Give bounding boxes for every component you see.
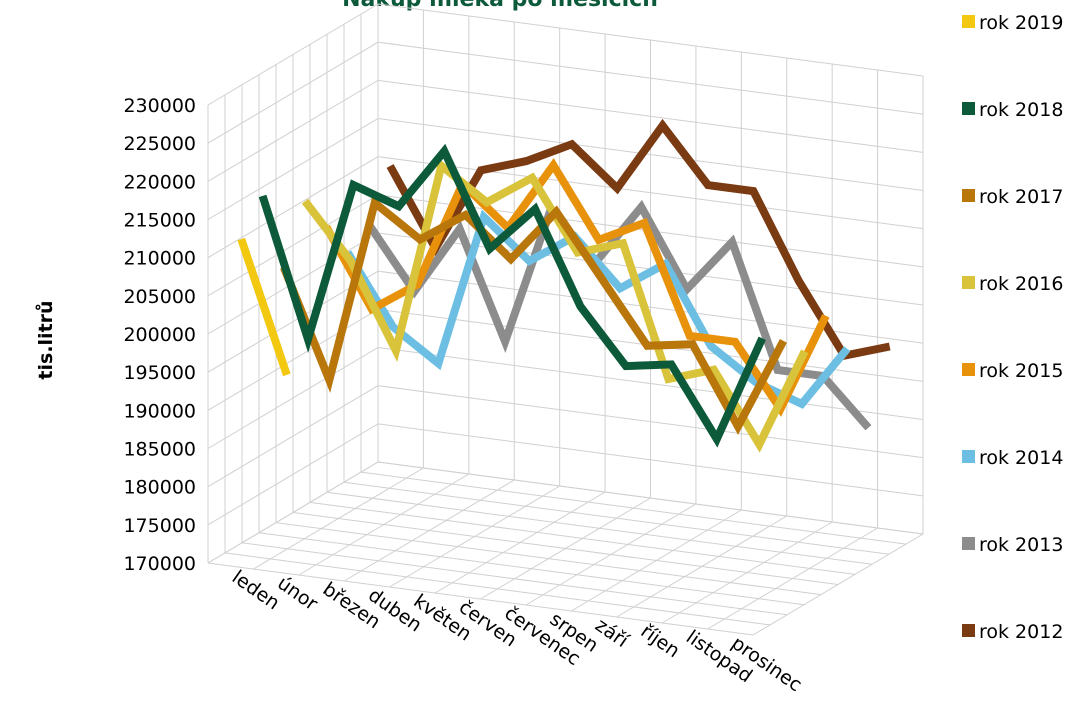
- floor-line: [377, 461, 924, 535]
- x-tick-label: říjen: [637, 620, 684, 662]
- legend-swatch: [962, 537, 975, 550]
- series-line: [237, 237, 291, 377]
- legend-label: rok 2015: [979, 360, 1063, 382]
- y-tick-label: 210000: [123, 248, 196, 270]
- y-tick-label: 215000: [123, 210, 196, 232]
- y-tick-label: 225000: [123, 133, 196, 155]
- floor-line: [292, 512, 839, 585]
- series-line: [258, 143, 766, 448]
- y-tick-label: 180000: [123, 477, 196, 499]
- y-tick-label: 220000: [123, 171, 196, 193]
- y-tick-label: 195000: [123, 362, 196, 384]
- grid-line: [207, 346, 924, 449]
- series-line: [280, 195, 787, 435]
- y-tick-label: 200000: [123, 324, 196, 346]
- legend-label: rok 2012: [979, 621, 1063, 643]
- y-tick-label: 230000: [123, 95, 196, 117]
- y-tick-label: 185000: [123, 439, 196, 461]
- floor-line: [360, 471, 907, 545]
- legend-label: rok 2016: [979, 273, 1063, 295]
- y-tick-label: 170000: [123, 553, 196, 575]
- legend-swatch: [962, 450, 975, 463]
- floor-line: [343, 481, 890, 555]
- grid-line: [207, 3, 924, 106]
- x-tick-label: únor: [273, 572, 321, 615]
- grid-line: [207, 423, 924, 526]
- floor-line: [275, 522, 822, 596]
- y-tick-label: 190000: [123, 400, 196, 422]
- grid-line: [207, 117, 924, 220]
- chart-title: Nákup mléka po měsících: [342, 0, 658, 12]
- floor-line: [258, 532, 805, 606]
- legend-label: rok 2019: [979, 12, 1063, 34]
- legend-label: rok 2018: [979, 99, 1063, 121]
- legend-swatch: [962, 363, 975, 376]
- legend-label: rok 2013: [979, 534, 1063, 556]
- legend-label: rok 2014: [979, 447, 1063, 469]
- grid-line: [207, 461, 924, 564]
- series-line: [386, 118, 891, 361]
- floor-line: [326, 491, 873, 565]
- legend-label: rok 2017: [979, 186, 1063, 208]
- y-tick-label: 205000: [123, 286, 196, 308]
- grid-line: [207, 385, 924, 488]
- legend-swatch: [962, 189, 975, 202]
- x-tick-label: září: [591, 614, 633, 652]
- legend-swatch: [962, 276, 975, 289]
- y-axis-label: tis.litrů: [34, 300, 57, 379]
- floor-line: [224, 552, 771, 626]
- floor-line: [309, 501, 856, 575]
- grid-line: [207, 79, 924, 182]
- floor-line: [241, 542, 788, 616]
- legend-swatch: [962, 102, 975, 115]
- floor-line: [207, 562, 754, 636]
- legend-swatch: [962, 15, 975, 28]
- legend-swatch: [962, 624, 975, 637]
- grid-line: [207, 41, 924, 144]
- y-tick-label: 175000: [123, 515, 196, 537]
